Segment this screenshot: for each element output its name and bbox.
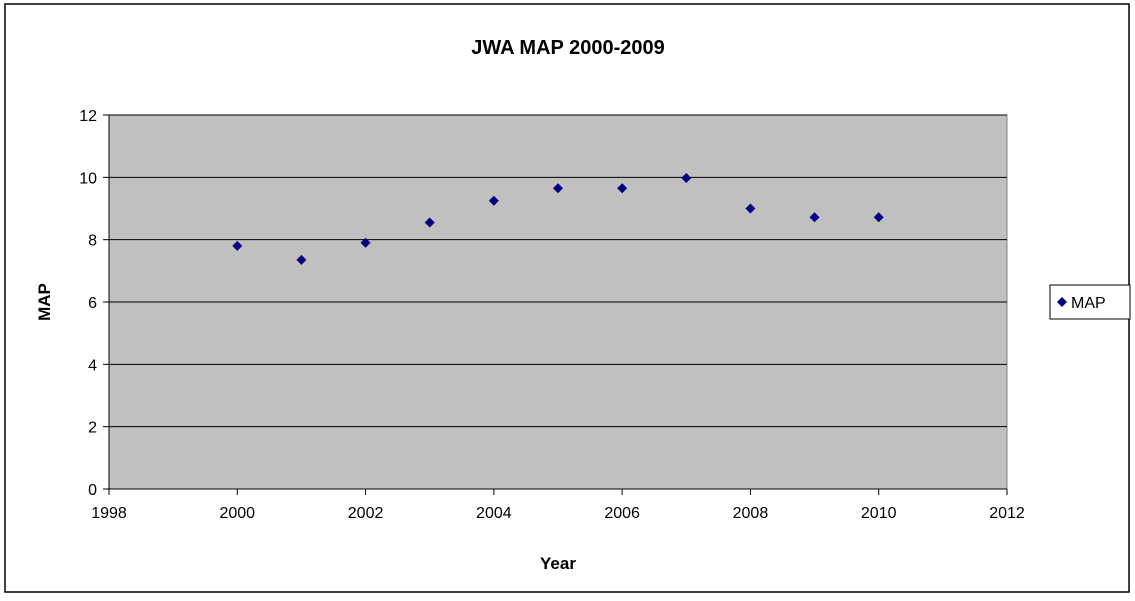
x-tick-label: 2004: [476, 505, 512, 522]
legend-marker-icon: [1057, 297, 1067, 307]
data-point-marker: [488, 195, 499, 206]
x-tick-label: 2012: [989, 505, 1025, 522]
axes: [103, 114, 1008, 495]
data-points: [232, 172, 884, 265]
data-point-marker: [296, 254, 307, 265]
y-tick-label: 4: [88, 357, 97, 374]
data-point-marker: [681, 172, 692, 183]
y-tick-label: 8: [88, 233, 97, 250]
data-point-marker: [617, 183, 628, 194]
data-point-marker: [873, 212, 884, 223]
y-tick-label: 0: [88, 482, 97, 499]
x-tick-label: 2008: [733, 505, 769, 522]
data-point-marker: [424, 217, 435, 228]
x-tick-label: 2002: [348, 505, 384, 522]
gridlines: [109, 114, 1007, 428]
data-point-marker: [360, 237, 371, 248]
tick-labels: 0 2 4 6 8 10 12 1998 2000 2002 2004 2006 2008 2010 201…: [79, 108, 1025, 522]
data-point-marker: [745, 203, 756, 214]
legend: MAP: [1049, 284, 1131, 320]
data-point-marker: [553, 183, 563, 194]
y-tick-label: 6: [88, 295, 97, 312]
x-tick-label: 1998: [91, 505, 127, 522]
y-tick-label: 12: [79, 108, 97, 125]
data-point-marker: [232, 240, 243, 251]
x-tick-label: 2006: [604, 505, 640, 522]
y-tick-label: 10: [79, 170, 97, 187]
data-point-marker: [809, 212, 820, 223]
y-tick-label: 2: [88, 420, 97, 437]
y-axis-title: MAP: [35, 283, 54, 321]
x-axis-title: Year: [540, 554, 576, 573]
x-tick-label: 2000: [219, 505, 255, 522]
chart-title: JWA MAP 2000-2009: [471, 37, 664, 59]
x-tick-label: 2010: [861, 505, 897, 522]
legend-label-map: MAP: [1071, 295, 1106, 312]
